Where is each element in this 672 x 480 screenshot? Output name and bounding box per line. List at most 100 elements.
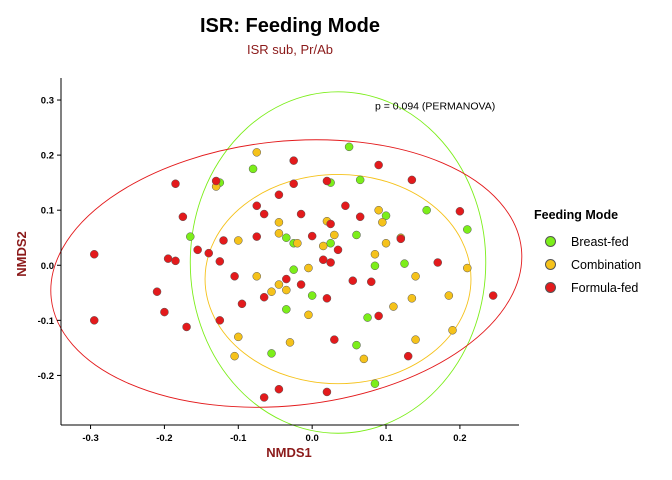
point-formula-fed	[326, 258, 335, 267]
point-formula-fed	[163, 254, 173, 263]
point-formula-fed	[193, 245, 202, 255]
y-tick-label: -0.2	[38, 371, 54, 382]
point-combination	[370, 250, 380, 259]
point-combination	[378, 218, 387, 227]
point-combination	[304, 310, 313, 320]
point-combination	[389, 302, 398, 311]
x-tick-label: -0.2	[156, 433, 172, 444]
point-combination	[330, 230, 339, 240]
point-formula-fed	[282, 274, 291, 284]
chart-title: ISR: Feeding Mode	[200, 15, 380, 37]
point-formula-fed	[152, 287, 162, 296]
point-formula-fed	[178, 212, 188, 222]
legend-title: Feeding Mode	[534, 208, 619, 222]
tick-marks: -0.3 -0.2 -0.1 0.0 0.1 0.2 -0.2 -0.1 0.0 0.1 0.2 0.…	[38, 96, 467, 444]
point-breast-fed	[267, 349, 276, 358]
ellipse-formula-fed	[50, 139, 523, 408]
point-combination	[444, 291, 454, 300]
x-axis-label: NMDS1	[266, 445, 312, 460]
point-formula-fed	[259, 209, 269, 219]
point-combination	[285, 338, 295, 347]
point-formula-fed	[204, 248, 213, 258]
point-formula-fed	[230, 272, 239, 281]
point-combination	[374, 205, 383, 215]
point-formula-fed	[252, 201, 262, 211]
permanova-annotation: p = 0.094 (PERMANOVA)	[375, 101, 495, 113]
chart-subtitle: ISR sub, Pr/Ab	[247, 42, 333, 57]
point-formula-fed	[237, 299, 247, 309]
point-formula-fed	[488, 291, 498, 300]
point-formula-fed	[374, 311, 383, 321]
point-combination	[381, 238, 391, 248]
point-breast-fed	[355, 175, 365, 185]
axes	[60, 78, 519, 426]
legend-item-breast-fed: Breast-fed	[534, 230, 641, 253]
ellipse-breast-fed	[189, 91, 487, 434]
point-formula-fed	[160, 307, 169, 317]
data-points	[89, 142, 498, 402]
point-breast-fed	[282, 233, 291, 242]
point-combination	[252, 148, 262, 157]
point-combination	[411, 335, 420, 344]
point-breast-fed	[370, 261, 380, 271]
y-tick-label: 0.3	[41, 96, 54, 107]
point-formula-fed	[219, 236, 228, 245]
point-formula-fed	[89, 316, 99, 325]
point-formula-fed	[396, 234, 406, 244]
point-formula-fed	[215, 257, 225, 266]
point-breast-fed	[326, 238, 335, 248]
y-tick-label: -0.1	[38, 316, 55, 327]
point-combination	[274, 229, 284, 238]
point-formula-fed	[322, 387, 332, 397]
legend-key-formula-fed	[545, 282, 556, 293]
legend-key-breast-fed	[545, 236, 556, 247]
point-formula-fed	[211, 176, 221, 186]
point-formula-fed	[433, 258, 442, 267]
confidence-ellipses	[50, 91, 523, 434]
point-combination	[407, 294, 417, 303]
point-formula-fed	[367, 277, 376, 287]
point-breast-fed	[352, 340, 361, 350]
point-formula-fed	[307, 231, 317, 241]
point-formula-fed	[318, 255, 328, 265]
point-formula-fed	[296, 280, 306, 289]
point-formula-fed	[322, 176, 332, 186]
point-combination	[252, 272, 262, 281]
point-formula-fed	[171, 256, 180, 266]
point-breast-fed	[289, 265, 298, 274]
point-formula-fed	[322, 294, 332, 303]
point-breast-fed	[370, 379, 380, 388]
point-formula-fed	[182, 322, 191, 332]
point-formula-fed	[407, 175, 417, 185]
legend-label: Formula-fed	[571, 280, 639, 295]
point-formula-fed	[348, 276, 358, 285]
point-combination	[411, 272, 420, 281]
point-combination	[282, 285, 291, 295]
point-breast-fed	[400, 259, 409, 268]
point-combination	[274, 218, 284, 227]
point-combination	[448, 326, 457, 335]
x-tick-label: -0.1	[230, 433, 247, 444]
point-breast-fed	[248, 164, 258, 174]
point-breast-fed	[422, 205, 431, 215]
point-combination	[234, 332, 243, 342]
point-formula-fed	[215, 316, 225, 325]
point-combination	[274, 280, 284, 289]
x-tick-label: -0.3	[82, 433, 98, 444]
ellipse-combination	[204, 173, 472, 385]
point-formula-fed	[326, 219, 335, 229]
point-breast-fed	[186, 232, 195, 241]
point-formula-fed	[274, 190, 284, 200]
point-breast-fed	[363, 313, 372, 322]
point-formula-fed	[341, 201, 350, 211]
point-combination	[359, 354, 369, 364]
point-formula-fed	[274, 384, 284, 394]
point-formula-fed	[374, 160, 383, 170]
legend-item-combination: Combination	[534, 253, 641, 276]
point-combination	[293, 238, 302, 248]
point-formula-fed	[289, 156, 298, 165]
point-breast-fed	[381, 211, 391, 220]
point-breast-fed	[307, 291, 317, 300]
point-formula-fed	[355, 212, 365, 222]
